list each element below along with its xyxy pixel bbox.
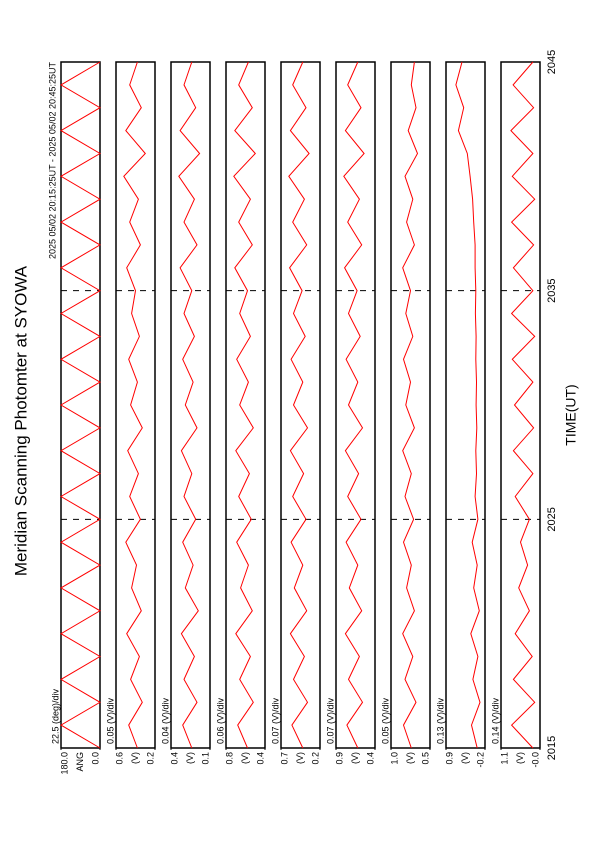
y-tick-label: 0.4 — [255, 752, 265, 765]
y-tick-label: -0.2 — [475, 752, 485, 768]
data-line — [402, 61, 419, 749]
y-axis-label: (V) — [295, 752, 305, 764]
y-axis-label: (V) — [405, 752, 415, 764]
panel-frame — [280, 61, 321, 749]
data-line — [60, 61, 101, 749]
x-tick-label: 2025 — [546, 507, 558, 531]
scale-label: 0.04 (V)/div — [160, 697, 170, 744]
chart-subtitle: 2025 05/02 20:15:25UT - 2025 05/02 20:45… — [47, 62, 57, 259]
x-tick-label: 2035 — [546, 278, 558, 302]
y-tick-label: 0.2 — [310, 752, 320, 765]
scale-label: 0.05 (V)/div — [105, 697, 115, 744]
y-axis-label: (V) — [130, 752, 140, 764]
panel-frame — [390, 61, 431, 749]
panel-frame — [170, 61, 211, 749]
y-tick-label: 0.9 — [334, 752, 344, 765]
y-tick-label: 0.7 — [279, 752, 289, 765]
data-line — [178, 61, 201, 749]
y-tick-label: 0.4 — [365, 752, 375, 765]
x-tick-label: 2045 — [546, 50, 558, 74]
scale-label: 0.07 (V)/div — [270, 697, 280, 744]
y-axis-label: (V) — [515, 752, 525, 764]
data-line — [233, 61, 256, 749]
scale-label: 0.06 (V)/div — [215, 697, 225, 744]
y-tick-label: 180.0 — [59, 752, 69, 775]
y-tick-label: 0.5 — [420, 752, 430, 765]
data-line — [123, 61, 146, 749]
y-tick-label: 0.2 — [145, 752, 155, 765]
y-tick-label: 1.1 — [499, 752, 509, 765]
y-tick-label: 0.8 — [224, 752, 234, 765]
rotated-plot: Meridian Scanning Photomter at SYOWA 202… — [11, 50, 578, 775]
panel-frame — [335, 61, 376, 749]
x-tick-label: 2015 — [546, 736, 558, 760]
panel-frame — [115, 61, 156, 749]
scale-label: 0.14 (V)/div — [490, 697, 500, 744]
data-line — [343, 61, 365, 749]
y-tick-label: 0.0 — [90, 752, 100, 765]
y-tick-label: 0.9 — [444, 752, 454, 765]
panel-frame — [445, 61, 486, 749]
data-line — [288, 61, 310, 749]
data-line — [455, 61, 481, 749]
scale-label: 22.5 (deg)/div — [50, 688, 60, 744]
panel-frame — [225, 61, 266, 749]
y-axis-label: (V) — [460, 752, 470, 764]
panel-frame — [500, 61, 541, 749]
y-tick-label: -0.0 — [530, 752, 540, 768]
y-axis-label: ANG — [75, 752, 85, 772]
chart-title: Meridian Scanning Photomter at SYOWA — [11, 265, 30, 576]
y-tick-label: 0.6 — [114, 752, 124, 765]
data-line — [510, 61, 536, 749]
y-tick-label: 0.4 — [169, 752, 179, 765]
y-tick-label: 1.0 — [389, 752, 399, 765]
y-axis-label: (V) — [240, 752, 250, 764]
y-axis-label: (V) — [350, 752, 360, 764]
scale-label: 0.13 (V)/div — [435, 697, 445, 744]
x-axis-label: TIME(UT) — [563, 384, 579, 445]
scale-label: 0.07 (V)/div — [325, 697, 335, 744]
scale-label: 0.05 (V)/div — [380, 697, 390, 744]
y-axis-label: (V) — [185, 752, 195, 764]
y-tick-label: 0.1 — [200, 752, 210, 765]
